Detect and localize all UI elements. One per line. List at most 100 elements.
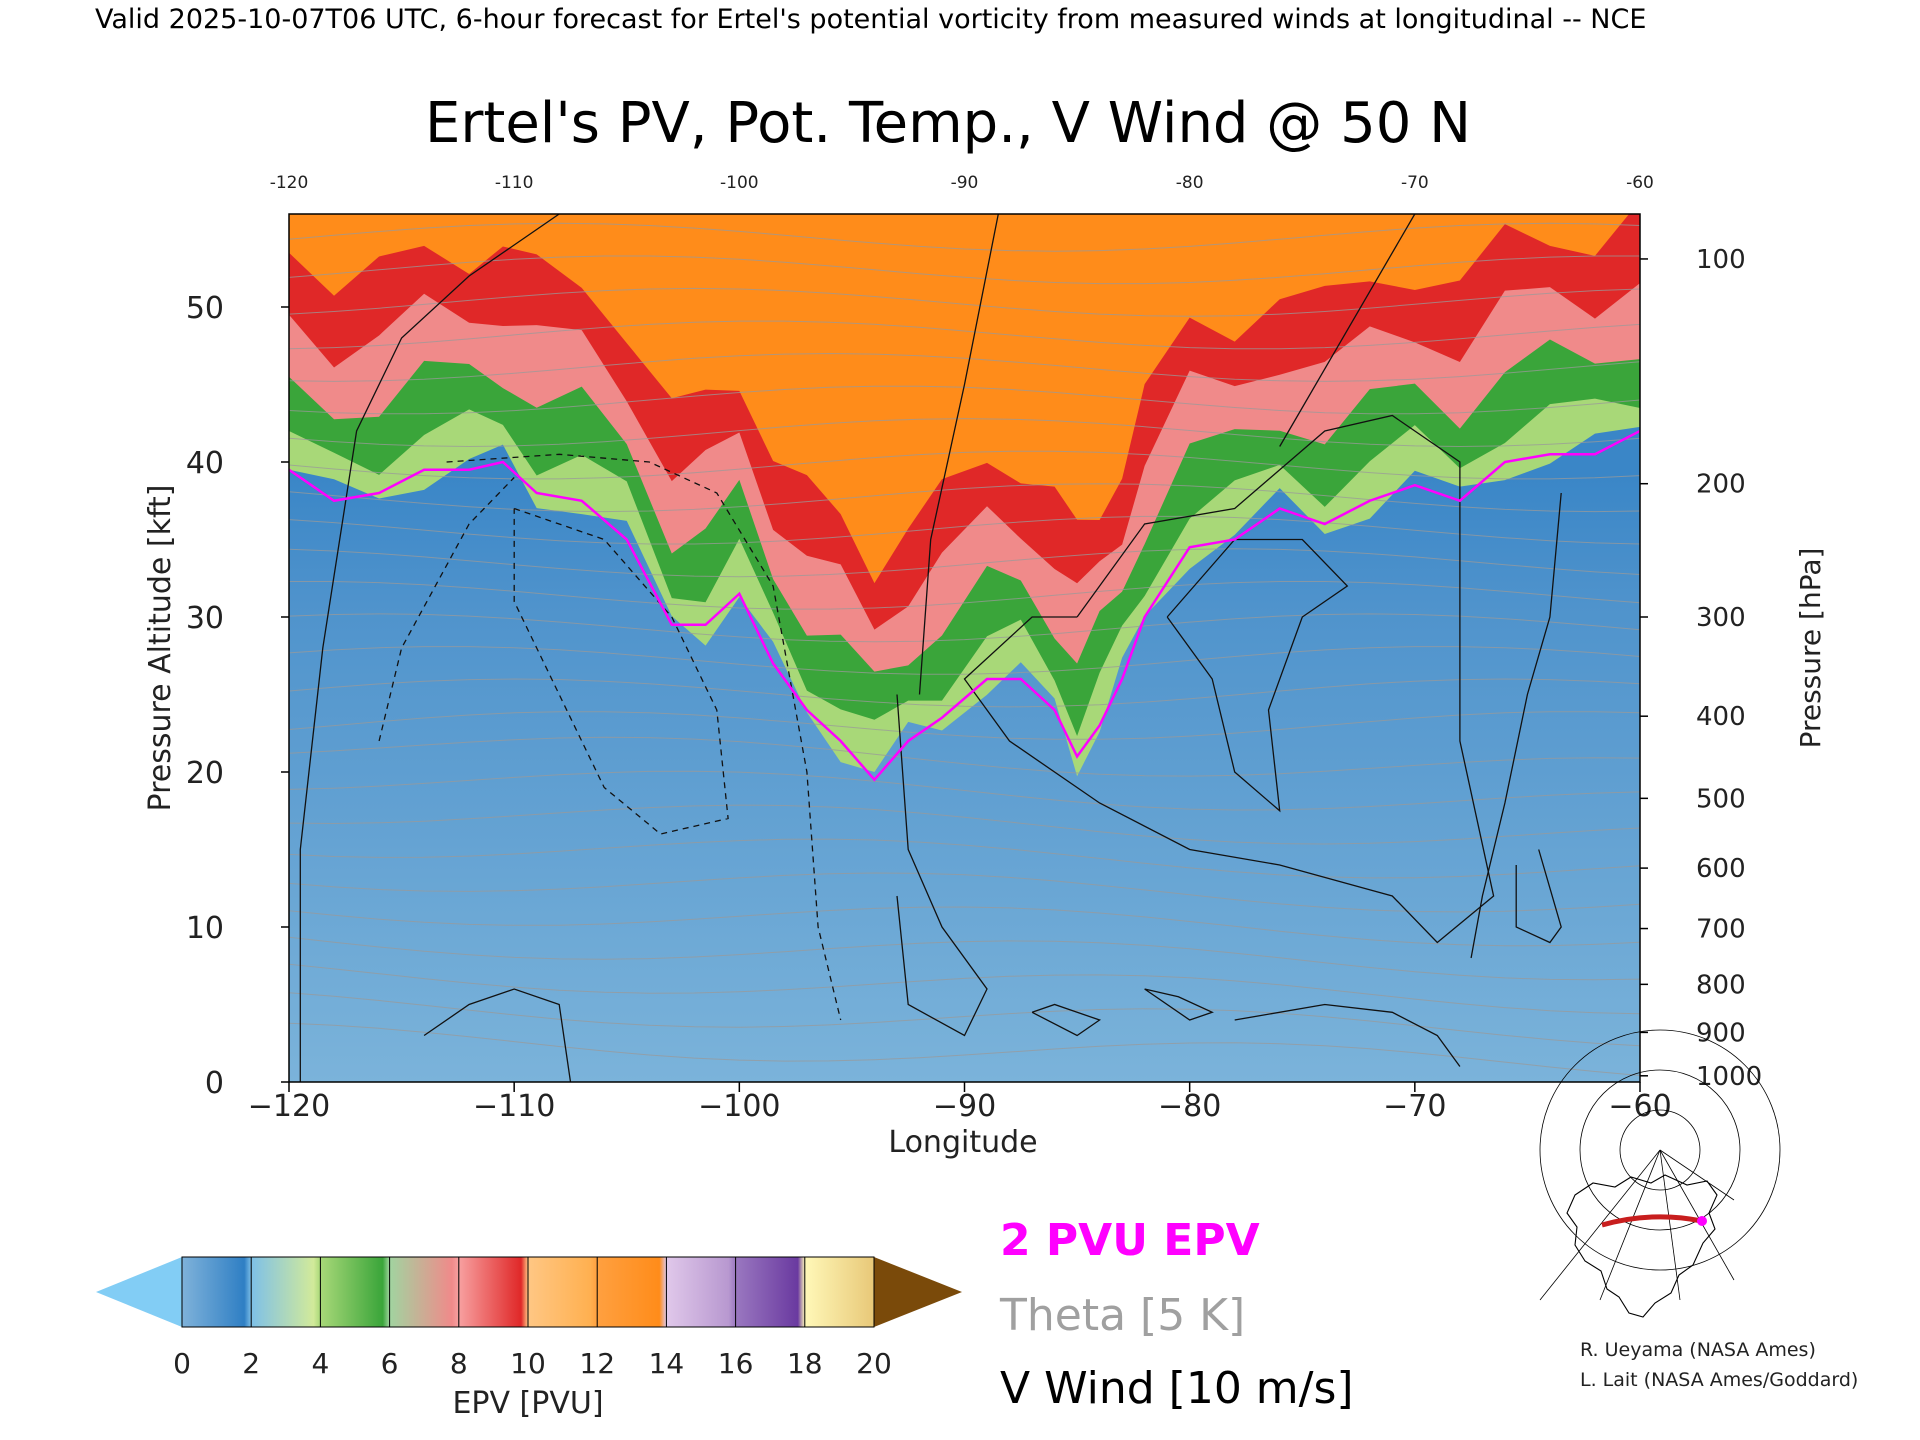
theta-contour-14: [289, 581, 1640, 610]
theta-contour-24: [289, 255, 1640, 285]
theta-contour-19: [289, 418, 1640, 448]
theta-contour-4: [289, 906, 1640, 947]
y-left-tick-label: 20: [186, 756, 224, 791]
y-left-tick-label: 40: [186, 446, 224, 481]
v-wind-contour-5: [896, 694, 988, 1037]
legend-v-wind: V Wind [10 m/s]: [1000, 1363, 1354, 1414]
theta-contour-13: [289, 613, 1640, 643]
colorbar-label: EPV [PVU]: [452, 1386, 603, 1421]
v-wind-contour-14: [423, 988, 572, 1082]
inset-map-coastline: [1566, 1174, 1718, 1318]
top-tick-label: -80: [1176, 173, 1204, 193]
v-wind-contour-12: [1031, 1003, 1102, 1037]
colorbar-tick-label: 12: [579, 1347, 615, 1380]
y-right-tick-label: 300: [1696, 603, 1746, 633]
v-wind-contour-6: [963, 414, 1495, 944]
colorbar-outline: [181, 1256, 875, 1328]
inset-map-graticule: [1539, 1029, 1781, 1301]
v-wind-contour-7: [1166, 538, 1349, 813]
inset-map: [1539, 1029, 1781, 1318]
theta-contour-6: [289, 838, 1640, 879]
y-right-tick-label: 800: [1696, 970, 1746, 1000]
legend-theta: Theta [5 K]: [999, 1290, 1245, 1341]
colorbar-tick-label: 4: [311, 1347, 329, 1380]
colorbar-above-arrow: [874, 1257, 962, 1327]
v-wind-contour-2: [378, 477, 515, 742]
y-right-tick-label: 900: [1696, 1018, 1746, 1048]
y-left-tick-label: 50: [186, 291, 224, 326]
theta-contour-11: [289, 678, 1640, 708]
v-wind-contour-4: [918, 214, 999, 695]
colorbar-tick-label: 6: [381, 1347, 399, 1380]
x-tick-label: −70: [1383, 1089, 1446, 1124]
v-wind-contour-1: [446, 453, 842, 1021]
colorbar-tick-label: 0: [173, 1347, 191, 1380]
colorbar-tick-label: 8: [450, 1347, 468, 1380]
theta-contour-22: [289, 320, 1640, 350]
x-tick-label: −90: [933, 1089, 996, 1124]
theta-contour-16: [289, 515, 1640, 545]
colorbar-tick-label: 10: [510, 1347, 546, 1380]
y-left-tick-label: 0: [205, 1066, 224, 1101]
v-wind-contours: [299, 214, 1562, 1082]
theta-contour-7: [289, 804, 1640, 845]
top-tick-label: -110: [495, 173, 534, 193]
theta-contour-12: [289, 646, 1640, 675]
axes: −120 -120 −110 -110 −100 -100 −90 -90 −80 -80 −70 -…: [186, 173, 1762, 1124]
colorbar-tick-label: 2: [242, 1347, 260, 1380]
credit-line-2: L. Lait (NASA Ames/Goddard): [1580, 1369, 1858, 1391]
epv-2pvu-line: [289, 429, 1640, 782]
top-tick-label: -90: [951, 173, 979, 193]
colorbar-tick-label: 20: [856, 1347, 892, 1380]
v-wind-contour-11: [1144, 988, 1214, 1021]
y-right-tick-label: 500: [1696, 784, 1746, 814]
credit-line-1: R. Ueyama (NASA Ames): [1580, 1339, 1816, 1361]
y-right-tick-label: 100: [1696, 245, 1746, 275]
epv-band-4: [289, 214, 1630, 584]
v-wind-contour-3: [513, 507, 729, 835]
x-tick-label: −80: [1158, 1089, 1221, 1124]
colorbar-ticks: 0 2 4 6 8 10 12 14 16 18 20: [173, 1256, 892, 1380]
colorbar-tick-label: 14: [649, 1347, 685, 1380]
theta-contour-1: [289, 992, 1640, 1047]
v-wind-contour-8: [1279, 214, 1416, 447]
y-right-tick-label: 700: [1696, 915, 1746, 945]
chart-title: Ertel's PV, Pot. Temp., V Wind @ 50 N: [425, 91, 1471, 156]
theta-contour-3: [289, 936, 1640, 981]
x-tick-label: −120: [248, 1089, 330, 1124]
colorbar: 0 2 4 6 8 10 12 14 16 18 20 EPV [PVU]: [96, 1256, 962, 1421]
epv-field-bands: [289, 214, 1640, 777]
top-tick-label: -60: [1626, 173, 1654, 193]
theta-contour-5: [289, 872, 1640, 913]
top-tick-label: -100: [720, 173, 759, 193]
header-banner: Valid 2025-10-07T06 UTC, 6-hour forecast…: [95, 4, 1646, 35]
theta-contour-9: [289, 736, 1640, 777]
x-tick-label: −110: [473, 1089, 555, 1124]
inset-map-section-path: [1601, 1214, 1703, 1228]
theta-contour-23: [289, 287, 1640, 317]
colorbar-tick-label: 18: [787, 1347, 823, 1380]
v-wind-contour-10: [1515, 849, 1562, 944]
x-tick-label: −60: [1608, 1089, 1671, 1124]
top-tick-label: -120: [270, 173, 309, 193]
colorbar-tick-label: 16: [718, 1347, 754, 1380]
theta-contour-18: [289, 450, 1640, 480]
y-right-tick-label: 200: [1696, 470, 1746, 500]
colorbar-below-arrow: [96, 1257, 182, 1327]
theta-contour-10: [289, 711, 1640, 740]
theta-contour-21: [289, 352, 1640, 382]
theta-contour-0: [289, 1022, 1640, 1076]
y-axis-label-right: Pressure [hPa]: [1794, 548, 1827, 749]
plot-area: [289, 214, 1640, 1082]
y-right-tick-label: 600: [1696, 854, 1746, 884]
x-tick-label: −100: [698, 1089, 780, 1124]
y-left-tick-label: 10: [186, 911, 224, 946]
v-wind-contour-9: [1470, 492, 1562, 959]
inset-map-section-end-marker: [1697, 1216, 1707, 1226]
y-left-tick-label: 30: [186, 601, 224, 636]
theta-contour-25: [289, 222, 1640, 252]
y-right-tick-label: 400: [1696, 702, 1746, 732]
y-axis-label-left: Pressure Altitude [kft]: [143, 485, 178, 812]
